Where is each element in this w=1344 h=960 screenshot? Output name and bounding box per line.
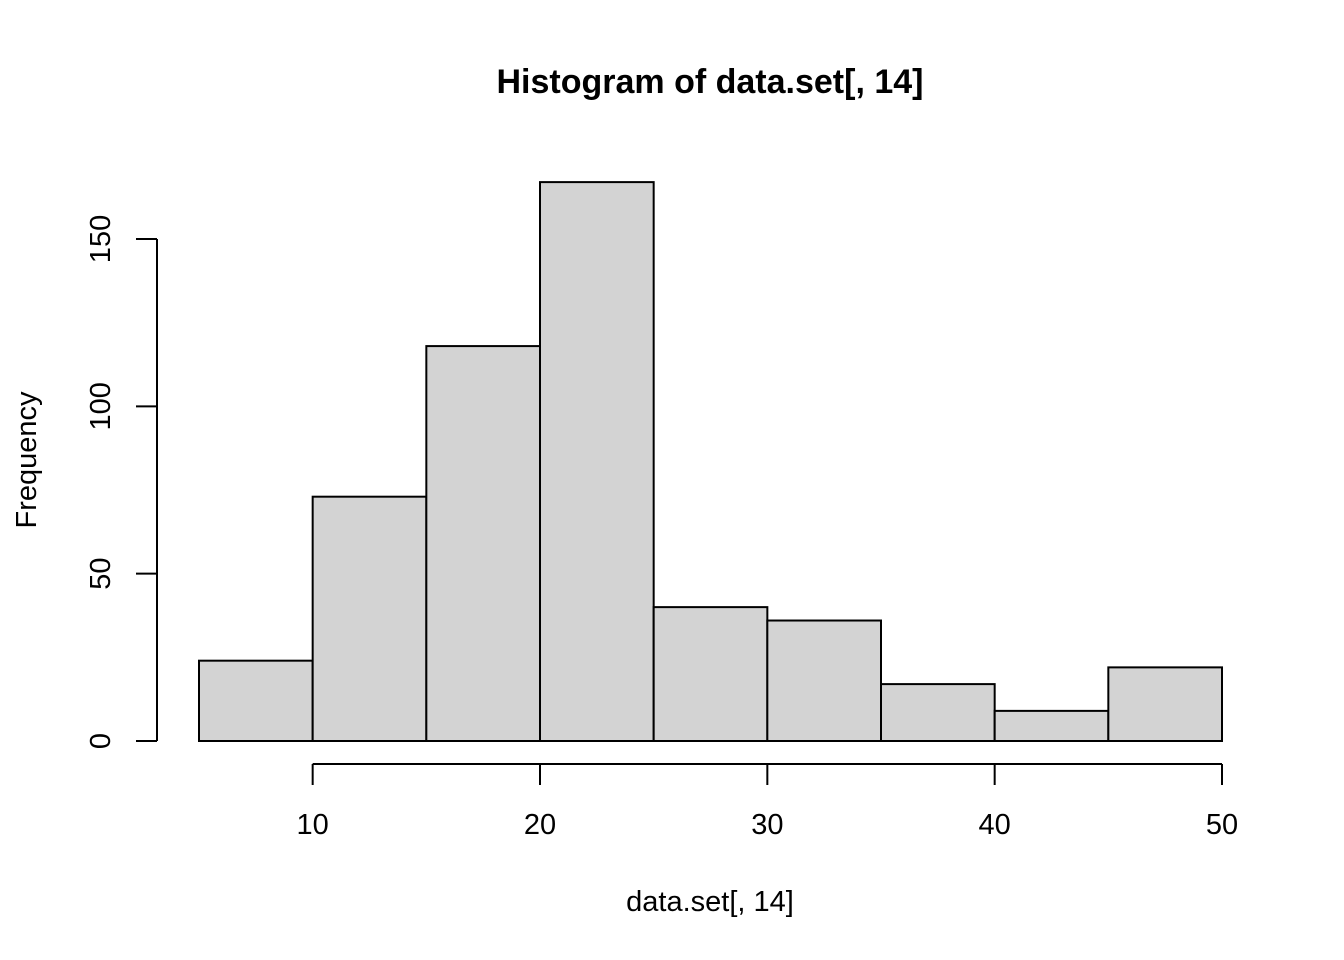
y-axis-label: Frequency [11,391,43,529]
histogram-bar-6 [766,619,883,743]
histogram-bar-4 [539,181,655,743]
y-tick-label-4: 150 [85,215,117,263]
x-tick-label-4: 40 [979,809,1011,841]
chart-title: Histogram of data.set[, 14] [497,63,924,101]
y-tick-label-3: 100 [85,382,117,430]
x-tick-label-1: 10 [297,809,329,841]
histogram-bar-8 [993,709,1110,743]
histogram-bar-1 [198,659,314,742]
y-tick-label-1: 0 [85,733,117,749]
y-tick-label-2: 50 [85,558,117,590]
histogram-bar-2 [311,495,428,742]
x-axis: 10 20 30 40 50 [297,763,1238,841]
x-axis-label: data.set[, 14] [626,886,794,918]
histogram-bar-9 [1107,666,1223,742]
x-tick-label-3: 30 [751,809,783,841]
x-tick-label-2: 20 [524,809,556,841]
bars-group [198,181,1223,743]
histogram-bar-5 [652,606,769,742]
y-axis: 0 50 100 150 [85,215,158,749]
histogram-bar-7 [880,683,996,742]
histogram-bar-3 [425,345,541,742]
x-tick-label-5: 50 [1206,809,1238,841]
